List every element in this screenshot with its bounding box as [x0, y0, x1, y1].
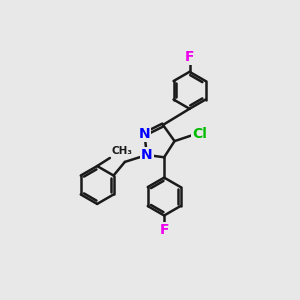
Text: CH₃: CH₃: [112, 146, 133, 156]
Text: N: N: [141, 148, 153, 162]
Text: N: N: [139, 127, 150, 141]
Text: F: F: [185, 50, 194, 64]
Text: F: F: [159, 223, 169, 237]
Text: Cl: Cl: [192, 127, 207, 141]
